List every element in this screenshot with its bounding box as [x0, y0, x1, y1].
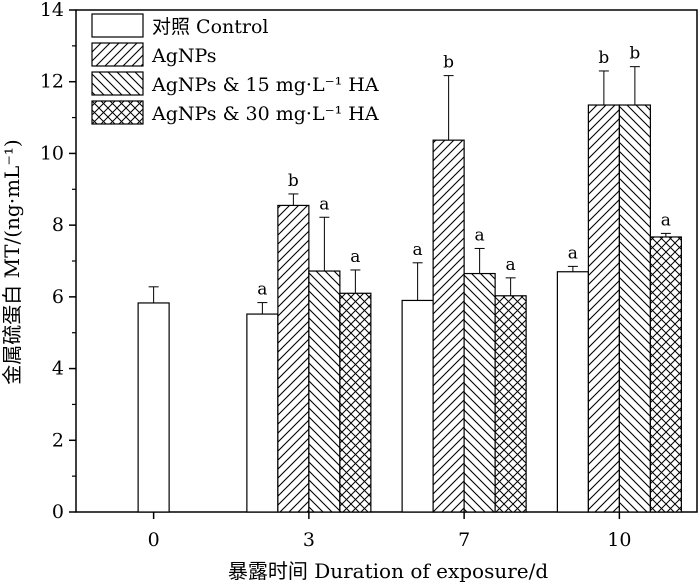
bars-group: [137, 66, 682, 513]
legend-swatch: [91, 71, 144, 96]
significance-label: a: [661, 210, 671, 230]
significance-label: b: [598, 48, 609, 68]
y-tick-label: 14: [40, 0, 64, 21]
bar: [463, 272, 496, 513]
significance-label: b: [443, 53, 454, 73]
y-tick-label: 0: [52, 501, 64, 523]
bar: [432, 139, 465, 513]
bar: [339, 292, 372, 513]
bar: [308, 270, 341, 513]
y-tick-label: 2: [52, 429, 64, 451]
legend-label: AgNPs & 30 mg·L⁻¹ HA: [151, 103, 379, 125]
y-tick-label: 12: [40, 71, 64, 93]
y-axis-title: 金属硫蛋白 MT/(ng·mL⁻¹): [0, 139, 24, 384]
legend-swatch: [91, 13, 144, 38]
significance-label: a: [257, 280, 267, 300]
significance-label: a: [506, 255, 516, 275]
legend: 对照 Control AgNPs AgNPs & 15 mg·L⁻¹ HA AgNPs…: [91, 13, 379, 125]
y-tick-label: 10: [40, 142, 64, 164]
bar: [277, 204, 310, 513]
bar: [494, 295, 527, 513]
legend-swatch: [91, 100, 144, 125]
legend-label: AgNPs & 15 mg·L⁻¹ HA: [151, 74, 379, 96]
significance-label: a: [475, 225, 485, 245]
bar: [137, 302, 170, 513]
bar: [246, 313, 279, 513]
x-tick-label: 7: [458, 529, 470, 551]
significance-label: b: [629, 44, 640, 64]
significance-label: a: [350, 247, 360, 267]
bar: [556, 271, 589, 513]
bar: [401, 299, 434, 513]
significance-label: a: [413, 240, 423, 260]
bar: [587, 104, 620, 513]
x-tick-label: 3: [303, 529, 315, 551]
y-tick-label: 8: [52, 214, 64, 236]
y-tick-label: 6: [52, 286, 64, 308]
significance-label: a: [319, 194, 329, 214]
legend-label: 对照 Control: [152, 16, 269, 38]
significance-label: a: [568, 243, 578, 263]
legend-swatch: [91, 42, 144, 67]
y-tick-label: 4: [52, 358, 64, 380]
legend-label: AgNPs: [151, 45, 217, 67]
significance-label: b: [288, 171, 299, 191]
bar: [649, 236, 682, 513]
axes-group: 0 2 4 6 8 10 12 14 0 3 7 10: [40, 0, 632, 551]
x-axis-title: 暴露时间 Duration of exposure/d: [228, 559, 549, 583]
bar: [618, 104, 651, 513]
x-tick-label: 0: [148, 529, 160, 551]
x-tick-label: 10: [607, 529, 631, 551]
